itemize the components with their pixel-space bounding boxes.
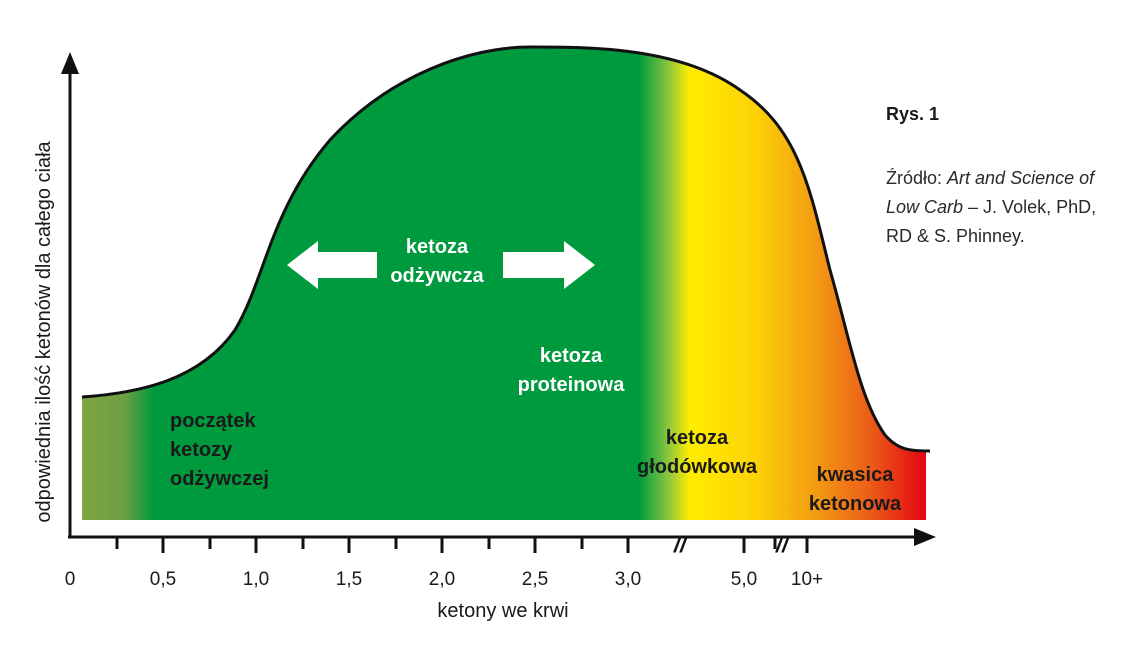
zone-label-ketoza-glodowkowa: ketoza głodówkowa	[637, 427, 758, 478]
zone-label-line: ketonowa	[809, 493, 902, 515]
x-tick-labels: 0 0,5 1,0 1,5 2,0 2,5 3,0 5,0 10+	[65, 569, 823, 590]
zone-label-line: ketozy	[170, 439, 233, 461]
x-tick-label: 0,5	[150, 569, 176, 590]
x-axis-arrowhead	[914, 528, 936, 546]
zone-label-line: głodówkowa	[637, 456, 758, 478]
zone-label-line: ketoza	[540, 345, 603, 367]
zone-label-poczatek: początek ketozy odżywczej	[170, 410, 269, 490]
x-tick-label: 1,5	[336, 569, 362, 590]
x-tick-label: 5,0	[731, 569, 757, 590]
zone-label-kwasica-ketonowa: kwasica ketonowa	[809, 464, 902, 515]
x-tick-label: 2,5	[522, 569, 548, 590]
source-authors: – J. Volek, PhD, RD & S. Phinney.	[886, 197, 1097, 246]
zone-label-line: ketoza	[406, 236, 469, 258]
zone-label-ketoza-odzywcza: ketoza odżywcza	[390, 236, 484, 287]
zone-label-line: proteinowa	[518, 374, 626, 396]
x-tick-label: 0	[65, 569, 76, 590]
zone-label-line: kwasica	[817, 464, 895, 486]
axis-break: //	[775, 532, 791, 557]
zone-label-line: początek	[170, 410, 256, 432]
x-tick-label: 3,0	[615, 569, 641, 590]
zone-label-line: ketoza	[666, 427, 729, 449]
x-tick-label: 10+	[791, 569, 823, 590]
zone-label-line: odżywcza	[390, 265, 484, 287]
chart-outline	[81, 45, 931, 453]
zone-label-ketoza-proteinowa: ketoza proteinowa	[518, 345, 626, 396]
figure-label: Rys. 1	[886, 104, 940, 124]
y-axis-arrowhead	[61, 52, 79, 74]
x-axis-label: ketony we krwi	[437, 600, 568, 622]
zone-label-line: odżywczej	[170, 468, 269, 490]
source-citation: Źródło: Art and Science of Low Carb – J.…	[886, 164, 1126, 251]
x-ticks	[115, 537, 809, 553]
axis-break: //	[673, 532, 689, 557]
source-title: Art and Science of Low Carb	[886, 168, 1095, 217]
y-axis-label: odpowiednia ilość ketonów dla całego cia…	[33, 140, 55, 522]
source-prefix: Źródło:	[886, 168, 948, 188]
chart-area	[82, 47, 926, 520]
x-tick-label: 2,0	[429, 569, 455, 590]
right-arrow	[503, 241, 595, 289]
left-arrow	[287, 241, 377, 289]
x-tick-label: 1,0	[243, 569, 269, 590]
